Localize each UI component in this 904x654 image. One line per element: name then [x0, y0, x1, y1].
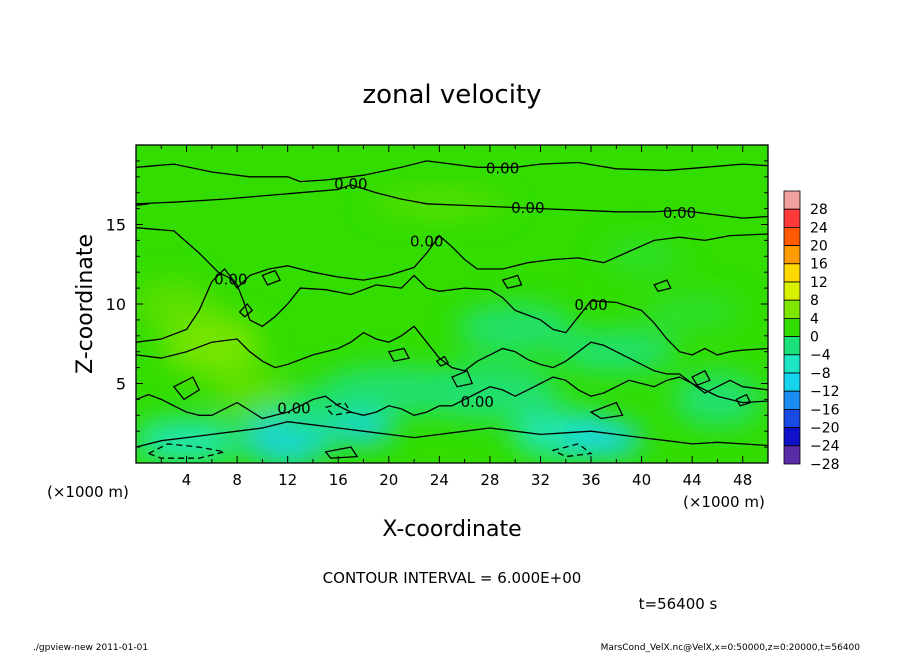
y-axis: 5 10 15 [106, 160, 768, 448]
x-tick-label: 8 [232, 471, 242, 489]
chart-title: zonal velocity [362, 80, 541, 110]
colorbar-label: 28 [810, 202, 828, 218]
x-tick-label: 28 [480, 471, 499, 489]
colorbar-swatch [783, 408, 801, 428]
x-tick-label: 24 [430, 471, 449, 489]
contour-label: 0.00 [486, 159, 519, 177]
plot-area: 0.00 0.00 0.00 0.00 0.00 0.00 0.00 0.00 0.00 [136, 145, 768, 463]
contour-line [136, 184, 768, 219]
x-tick-label: 32 [531, 471, 550, 489]
colorbar-label: −4 [810, 348, 831, 364]
colorbar-swatch [783, 263, 801, 283]
y-axis-label: Z-coordinate [73, 234, 98, 374]
contour-label: 0.00 [461, 393, 494, 411]
contour-line [435, 355, 450, 367]
colorbar-swatch [783, 208, 801, 228]
x-unit-left: (×1000 m) [47, 483, 129, 501]
x-tick-label: 4 [182, 471, 192, 489]
colorbar-label: 16 [810, 257, 828, 273]
contour-label: 0.00 [410, 232, 443, 250]
contour-line [691, 369, 711, 386]
contour-label: 0.00 [214, 271, 247, 289]
contour-line [551, 443, 593, 458]
field-shading [209, 369, 290, 414]
colorbar-swatch [783, 281, 801, 301]
contour-line [136, 268, 768, 356]
contour-line [387, 347, 410, 362]
contour-line [261, 269, 282, 286]
x-axis: 4 8 12 16 20 24 28 32 36 40 44 48 [160, 145, 752, 489]
y-tick-label: 10 [106, 295, 126, 314]
contour-label: 0.00 [574, 296, 607, 314]
contour-line [238, 303, 254, 318]
colorbar-label: 0 [810, 330, 819, 346]
x-tick-label: 48 [733, 471, 752, 489]
contour-line [146, 443, 225, 459]
colorbar-label: −24 [810, 439, 840, 455]
contour-line [136, 376, 768, 420]
colorbar-label: −28 [810, 457, 840, 473]
field-shading [455, 303, 576, 352]
x-axis-label: X-coordinate [382, 517, 521, 542]
contour-line [172, 376, 201, 401]
x-unit-right: (×1000 m) [683, 493, 765, 511]
colorbar-swatch [783, 245, 801, 265]
contour-line [451, 369, 474, 388]
colorbar-label: −16 [810, 402, 840, 418]
contour-line [501, 274, 523, 289]
contour-line [653, 279, 672, 293]
contour-line [136, 203, 149, 207]
time-label: t=56400 s [639, 595, 718, 613]
colorbar-swatch [783, 299, 801, 319]
colorbar-label: 12 [810, 275, 828, 291]
contour-line [136, 325, 768, 394]
contour-line [589, 401, 624, 420]
contour-interval: CONTOUR INTERVAL = 6.000E+00 [323, 569, 582, 587]
y-tick-label: 5 [116, 375, 126, 394]
colorbar-label: 20 [810, 239, 828, 255]
colorbar-swatch [783, 317, 801, 337]
colorbar-label: 4 [810, 311, 819, 327]
colorbar-label: 24 [810, 220, 828, 236]
contour-label: 0.00 [663, 204, 696, 222]
colorbar-swatch [783, 372, 801, 392]
contour-line [735, 393, 752, 407]
footer-right: MarsCond_VelX.nc@VelX,x=0:50000,z=0:2000… [601, 643, 861, 653]
colorbar: 28 24 20 16 12 8 4 0 −4 −8 −12 −16 −20 −24 −28 [783, 190, 840, 473]
contour-line [324, 446, 359, 459]
field-shading [642, 291, 743, 332]
colorbar-swatch [783, 226, 801, 246]
colorbar-swatch [783, 336, 801, 356]
footer-left: ./gpview-new 2011-01-01 [33, 643, 148, 653]
colorbar-swatch [783, 445, 801, 465]
x-tick-label: 16 [329, 471, 348, 489]
contour-line [136, 227, 768, 290]
colorbar-label: −12 [810, 384, 840, 400]
contour-line [324, 401, 352, 417]
contour-line [136, 421, 768, 448]
field-shading [601, 238, 682, 275]
field-shading [136, 280, 214, 328]
field-shading [318, 365, 459, 418]
colorbar-swatch [783, 427, 801, 447]
colorbar-swatch [783, 390, 801, 410]
field-shading [136, 418, 242, 463]
x-tick-label: 20 [379, 471, 398, 489]
field-shading [563, 421, 644, 458]
y-tick-label: 15 [106, 216, 126, 235]
contour-line [136, 160, 768, 183]
contour-label: 0.00 [277, 399, 310, 417]
colorbar-label: −8 [810, 366, 831, 382]
contour-label: 0.00 [334, 175, 367, 193]
colorbar-swatch [783, 354, 801, 374]
colorbar-swatch [783, 190, 801, 210]
x-tick-label: 44 [683, 471, 702, 489]
x-tick-label: 12 [278, 471, 297, 489]
x-tick-label: 40 [632, 471, 651, 489]
x-tick-label: 36 [581, 471, 600, 489]
contour-label: 0.00 [511, 199, 544, 217]
colorbar-label: −20 [810, 421, 840, 437]
colorbar-label: 8 [810, 293, 819, 309]
